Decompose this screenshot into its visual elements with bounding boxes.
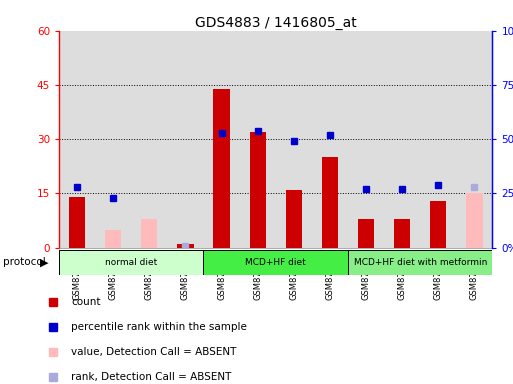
Bar (59, 250, 204, 275)
Text: count: count (71, 297, 101, 307)
Bar (59, 31, 95, 248)
Text: normal diet: normal diet (105, 258, 157, 266)
Bar (348, 31, 384, 248)
Bar (141, 219, 157, 248)
Bar (384, 31, 420, 248)
Text: value, Detection Call = ABSENT: value, Detection Call = ABSENT (71, 347, 236, 357)
Bar (69, 197, 85, 248)
Bar (213, 89, 230, 248)
Bar (177, 244, 193, 248)
Text: MCD+HF diet with metformin: MCD+HF diet with metformin (353, 258, 487, 266)
Bar (457, 31, 492, 248)
Bar (105, 230, 121, 248)
Bar (167, 31, 204, 248)
Bar (286, 190, 302, 248)
Bar (240, 31, 275, 248)
Bar (95, 31, 131, 248)
Bar (358, 219, 374, 248)
Bar (275, 31, 312, 248)
Bar (466, 194, 483, 248)
Text: rank, Detection Call = ABSENT: rank, Detection Call = ABSENT (71, 372, 231, 382)
Text: protocol: protocol (3, 257, 45, 267)
Bar (204, 31, 240, 248)
Bar (131, 31, 167, 248)
Text: percentile rank within the sample: percentile rank within the sample (71, 322, 247, 332)
Bar (312, 31, 348, 248)
Bar (348, 250, 492, 275)
Text: MCD+HF diet: MCD+HF diet (245, 258, 306, 266)
Bar (394, 219, 410, 248)
Bar (430, 201, 446, 248)
Bar (249, 132, 266, 248)
Title: GDS4883 / 1416805_at: GDS4883 / 1416805_at (195, 16, 357, 30)
Bar (204, 250, 348, 275)
Text: ▶: ▶ (40, 257, 48, 267)
Bar (322, 157, 338, 248)
Bar (420, 31, 457, 248)
